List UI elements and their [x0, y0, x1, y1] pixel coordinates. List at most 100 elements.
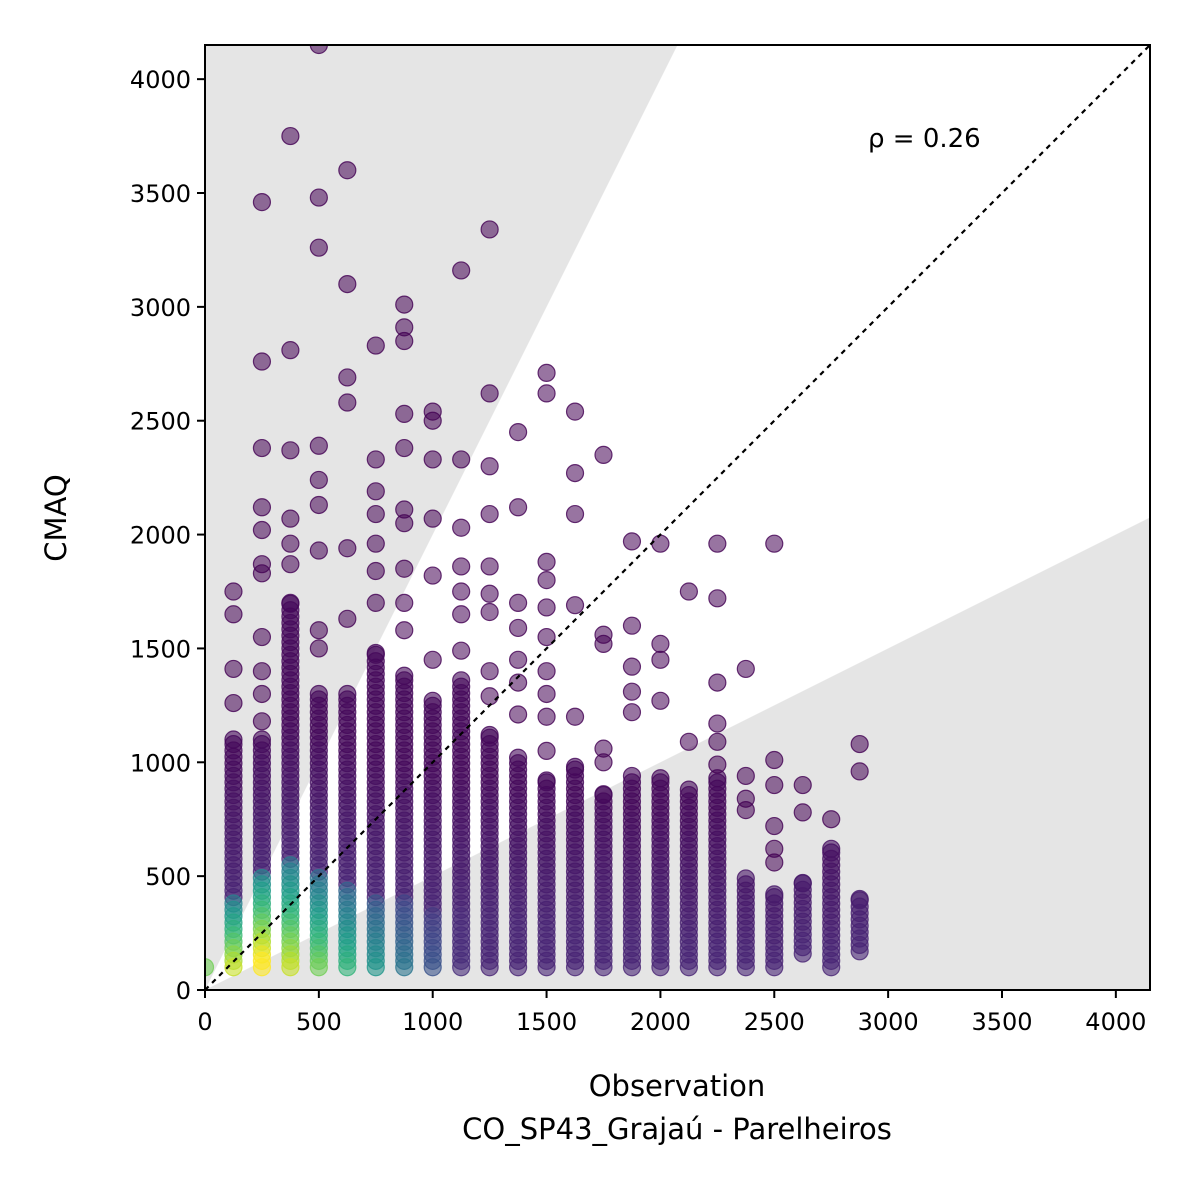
data-point [252, 498, 272, 517]
data-point [765, 750, 784, 770]
y-tick-label: 500 [145, 863, 191, 891]
data-point [537, 958, 556, 977]
y-axis: 0 500 1000 1500 2000 2500 3000 3500 4000 [130, 66, 205, 1005]
data-point [395, 559, 414, 578]
data-point [480, 687, 499, 706]
data-point [252, 958, 272, 977]
data-point [309, 621, 328, 640]
data-point [537, 384, 556, 403]
data-point [395, 593, 414, 612]
data-point [850, 942, 869, 961]
data-point [480, 958, 499, 977]
data-point [224, 605, 243, 624]
data-point [480, 504, 499, 524]
data-point [309, 541, 328, 560]
data-point [537, 552, 556, 572]
data-point [565, 402, 585, 421]
x-axis-label: Observation [589, 1069, 766, 1103]
data-point [395, 438, 414, 458]
data-point [708, 589, 727, 608]
data-point [565, 958, 585, 977]
data-point [452, 450, 471, 469]
data-point [594, 958, 613, 977]
data-point [338, 161, 357, 180]
data-point [480, 662, 499, 681]
data-point [252, 684, 272, 704]
data-point [765, 839, 784, 858]
data-point [281, 341, 300, 360]
data-point [338, 539, 357, 558]
data-point [395, 958, 414, 977]
data-point [736, 659, 755, 679]
x-tick-label: 0 [197, 1008, 212, 1036]
data-point [252, 193, 272, 212]
data-point [395, 500, 414, 519]
data-point [679, 582, 698, 601]
y-tick-label: 3500 [130, 180, 191, 208]
y-tick-label: 0 [176, 977, 191, 1005]
data-point [651, 691, 670, 710]
data-point [224, 693, 243, 713]
data-point [537, 741, 556, 761]
data-point [281, 509, 300, 528]
data-point [765, 775, 784, 795]
data-point [480, 584, 499, 603]
data-point [281, 534, 300, 553]
data-point [565, 463, 585, 483]
y-tick-label: 4000 [130, 66, 191, 94]
data-point [537, 571, 556, 590]
x-tick-label: 4000 [1085, 1008, 1146, 1036]
data-point [708, 755, 727, 774]
data-point [765, 534, 784, 553]
data-point [736, 766, 755, 786]
data-point [594, 625, 613, 644]
data-point [281, 958, 300, 977]
data-point [651, 634, 670, 653]
y-tick-label: 1500 [130, 635, 191, 663]
y-axis-label: CMAQ [39, 474, 73, 561]
data-point [423, 958, 442, 977]
data-point [366, 450, 385, 469]
data-point [822, 810, 841, 829]
data-point [309, 639, 328, 658]
data-point [679, 958, 698, 977]
data-point [395, 295, 414, 314]
data-point [537, 707, 556, 726]
data-point [565, 504, 585, 524]
data-point [338, 958, 357, 977]
data-point [509, 958, 528, 977]
data-point [708, 673, 727, 692]
data-point [452, 557, 471, 576]
y-tick-label: 2000 [130, 522, 191, 550]
data-point [509, 423, 528, 442]
data-point [366, 336, 385, 355]
data-point [366, 593, 385, 612]
data-point [622, 532, 642, 551]
data-point [252, 352, 272, 371]
x-axis: 0 500 1000 1500 2000 2500 3000 3500 4000 [197, 990, 1146, 1036]
data-point [594, 739, 613, 758]
y-tick-label: 2500 [130, 408, 191, 436]
data-point [452, 958, 471, 977]
data-point [252, 712, 272, 731]
data-point [622, 657, 642, 676]
data-point [537, 684, 556, 704]
data-point [252, 555, 272, 574]
data-point [205, 958, 215, 977]
data-point [423, 650, 442, 669]
data-point [651, 534, 670, 553]
data-point [565, 707, 585, 726]
data-point [224, 958, 243, 977]
data-point [423, 402, 442, 421]
data-point [452, 582, 471, 601]
data-point [793, 803, 812, 822]
data-point [509, 593, 528, 612]
data-point [509, 498, 528, 517]
data-point [651, 650, 670, 669]
data-point [338, 274, 357, 294]
data-point [366, 958, 385, 977]
x-tick-label: 1000 [402, 1008, 463, 1036]
identity-line [205, 45, 1150, 990]
data-point [366, 534, 385, 553]
x-tick-label: 3000 [858, 1008, 919, 1036]
